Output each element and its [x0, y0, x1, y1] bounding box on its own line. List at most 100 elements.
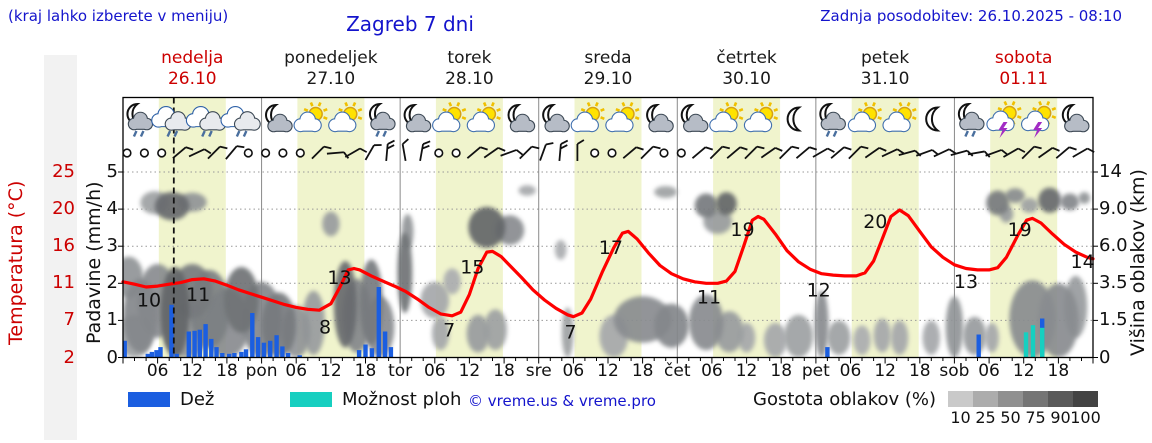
day-abbrev-label: pon: [245, 361, 278, 381]
temperature-label: 19: [730, 219, 754, 241]
hour-label: 18: [631, 361, 654, 381]
day-date-tor: 28.10: [445, 69, 494, 89]
temperature-label: 12: [807, 279, 831, 301]
day-abbrev-label: pet: [801, 361, 830, 381]
density-tick-label: 75: [1025, 408, 1046, 427]
cloud-height-tick: 0: [1099, 346, 1111, 368]
day-date-pon: 27.10: [306, 69, 356, 89]
rain-legend-swatch: [128, 392, 170, 407]
wind-barb-icon: [466, 146, 488, 159]
calm-wind-icon: [261, 148, 271, 158]
hour-label: 18: [493, 361, 515, 381]
weather-icon-sun-cloud: [432, 101, 467, 133]
hour-label: 12: [458, 361, 481, 381]
weather-icon-sun-cloud: [293, 101, 328, 133]
wind-barb-icon: [812, 147, 835, 158]
weather-icon-moon-cloud-rain: [368, 102, 396, 137]
wind-barb-icon: [344, 147, 368, 158]
wind-barb-icon: [760, 147, 783, 159]
temperature-label: 10: [137, 289, 161, 311]
precip-tick: 5: [106, 161, 118, 182]
hour-label: 12: [874, 361, 896, 381]
weather-icon-sun-cloud: [847, 101, 882, 133]
temperature-label: 19: [1008, 219, 1032, 241]
wind-barb-icon: [779, 145, 800, 160]
copyright-link[interactable]: © vreme.us & vreme.pro: [468, 392, 656, 410]
showers-legend-label: Možnost ploh: [342, 389, 462, 410]
precip-tick: 2: [106, 272, 118, 294]
wind-barb-icon: [500, 149, 524, 157]
wind-barb-icon: [864, 147, 887, 159]
wind-barb-icon: [726, 146, 748, 159]
last-update: Zadnja posodobitev: 26.10.2025 - 08:10: [820, 7, 1122, 25]
density-scale-segment: [948, 391, 973, 407]
hour-label: 12: [320, 361, 342, 381]
day-date-ned: 26.10: [167, 69, 217, 89]
cloud-height-tick: 14: [1099, 161, 1122, 182]
day-abbrev-label: sob: [939, 361, 970, 381]
wind-barb-icon: [188, 148, 212, 158]
temperature-labels: 10 11 8 13 7 15 7 17 11 19 12 20 13 19 14: [137, 211, 1095, 343]
wind-barb-icon: [1021, 145, 1042, 160]
density-tick-label: 25: [975, 408, 996, 427]
weather-icons: [126, 100, 1090, 138]
hour-label: 06: [839, 361, 862, 381]
density-scale-segment: [1073, 391, 1098, 407]
hour-label: 18: [908, 361, 931, 381]
weather-icon-sun-storm: [1020, 100, 1057, 138]
temperature-label: 17: [599, 237, 623, 259]
hour-label: 12: [735, 361, 758, 381]
day-date-sob: 01.11: [999, 69, 1049, 89]
wind-barb-icon: [848, 145, 869, 160]
temperature-label: 15: [460, 256, 484, 278]
wind-barb-icon: [1038, 147, 1060, 159]
wind-barb-icon: [795, 146, 818, 159]
calm-wind-icon: [451, 148, 461, 158]
weather-icon-moon-cloud: [507, 103, 536, 133]
cloud-height-tick: 1.5: [1099, 309, 1128, 331]
hour-label: 18: [770, 361, 793, 381]
weather-icon-moon-cloud: [1061, 103, 1090, 133]
calm-wind-icon: [590, 148, 600, 158]
wind-barb-icon: [1055, 146, 1077, 159]
wind-barb-icon: [691, 146, 714, 159]
day-date-pet: 31.10: [860, 69, 910, 89]
calm-wind-icon: [122, 148, 132, 158]
wind-barb-icon: [539, 142, 554, 161]
hour-label: 06: [146, 361, 169, 381]
calm-wind-icon: [434, 148, 444, 158]
calm-wind-icon: [157, 148, 167, 158]
calm-wind-icon: [295, 148, 305, 158]
wind-barb-icon: [933, 148, 957, 158]
wind-barb-icon: [519, 145, 540, 160]
weather-icon-moon-cloud-rain: [126, 102, 154, 137]
weather-icon-moon: [786, 106, 803, 132]
density-tick-label: 100: [1070, 408, 1101, 427]
weather-icon-moon-cloud: [680, 103, 709, 133]
weather-icon-sun-cloud: [605, 101, 640, 133]
temperature-label: 13: [327, 267, 351, 289]
wind-barbs: [122, 138, 1095, 162]
day-name-čet: četrtek: [716, 48, 777, 68]
weather-icon-cloud-rain: [220, 105, 261, 137]
day-date-sre: 29.10: [583, 69, 633, 89]
temperature-label: 11: [186, 284, 210, 306]
density-scale-segment: [973, 391, 998, 407]
wind-barb-icon: [311, 145, 332, 160]
wind-barb-icon: [326, 151, 350, 159]
precip-tick: 3: [106, 235, 118, 257]
wind-barb-icon: [830, 146, 852, 159]
weather-icon-sun-cloud: [570, 101, 605, 133]
weather-icon-sun-cloud: [743, 101, 779, 133]
day-abbrev-label: sre: [525, 361, 552, 381]
density-tick-label: 10: [950, 408, 971, 427]
cloud-height-tick: 3.5: [1099, 272, 1128, 294]
temperature-label: 13: [954, 271, 978, 293]
weather-icon-moon-cloud: [265, 103, 293, 133]
calm-wind-icon: [659, 148, 669, 158]
density-scale-segment: [998, 391, 1023, 407]
wind-barb-icon: [483, 147, 506, 159]
location-note: (kraj lahko izberete v meniju): [8, 7, 229, 25]
day-name-sob: sobota: [994, 48, 1053, 68]
